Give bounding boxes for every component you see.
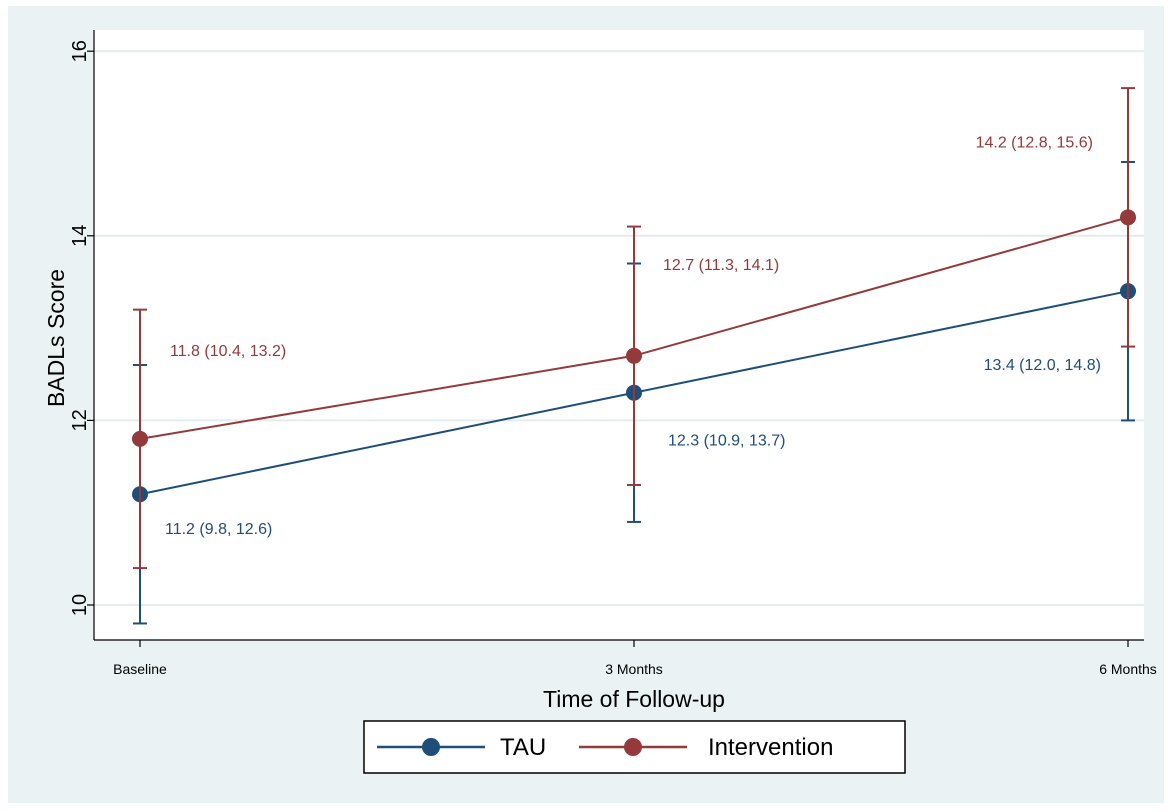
data-point	[132, 430, 148, 447]
y-tick-label: 10	[69, 594, 91, 616]
x-tick-label: Baseline	[113, 661, 167, 677]
data-label: 12.7 (11.3, 14.1)	[663, 257, 779, 274]
data-point	[1120, 209, 1136, 226]
data-label: 11.8 (10.4, 13.2)	[170, 343, 286, 360]
data-label: 11.2 (9.8, 12.6)	[165, 521, 272, 538]
data-series	[132, 87, 1136, 625]
legend-label: TAU	[500, 734, 546, 761]
data-label: 14.2 (12.8, 15.6)	[976, 134, 1093, 151]
grid-lines	[94, 50, 1144, 606]
y-tick-label: 12	[69, 409, 91, 431]
data-label: 12.3 (10.9, 13.7)	[668, 433, 785, 450]
legend-item-intervention: Intervention	[579, 734, 833, 761]
x-tick-label: 6 Months	[1099, 661, 1157, 677]
y-tick-label: 16	[69, 40, 91, 62]
x-tick-label: 3 Months	[605, 661, 663, 677]
legend-item-tau: TAU	[377, 734, 546, 761]
y-axis-label: BADLs Score	[43, 269, 69, 407]
y-tick-label: 14	[69, 225, 91, 247]
data-labels: 11.2 (9.8, 12.6) 12.3 (10.9, 13.7) 13.4 (1…	[165, 134, 1101, 538]
data-label: 13.4 (12.0, 14.8)	[984, 357, 1101, 374]
legend: TAU Intervention	[363, 720, 906, 774]
legend-label: Intervention	[708, 734, 833, 761]
series-intervention	[132, 87, 1136, 570]
legend-marker	[422, 738, 440, 756]
x-axis-label: Time of Follow-up	[543, 686, 725, 712]
data-point	[626, 347, 642, 364]
plot-area	[94, 30, 1144, 640]
legend-marker	[624, 738, 642, 756]
axes: 10 12 14 16 Baseline 3 Months 6 Months	[69, 30, 1157, 677]
